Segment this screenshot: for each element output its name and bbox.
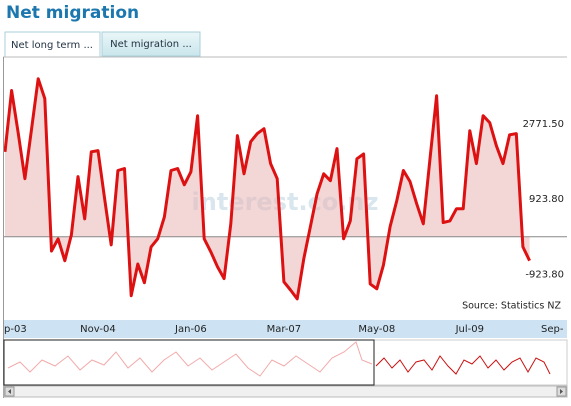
y-tick-label: -923.80 [525, 269, 564, 280]
watermark: interest.co.nz [192, 188, 379, 216]
tab-label[interactable]: Net long term ... [11, 40, 93, 51]
scrollbar-track[interactable] [3, 385, 568, 398]
x-tick-label: Jul-09 [455, 324, 484, 335]
x-axis-band [4, 320, 567, 338]
x-tick-label: p-03 [4, 324, 27, 335]
tab-label[interactable]: Net migration ... [110, 39, 192, 50]
x-tick-label: Jan-06 [174, 324, 207, 335]
x-tick-label: Nov-04 [80, 324, 116, 335]
page-title: Net migration [6, 3, 139, 23]
navigator-history-line [7, 341, 373, 377]
x-tick-label: May-08 [358, 324, 395, 335]
series-line [4, 77, 531, 301]
x-tick-label: Sep- [541, 324, 564, 335]
navigator-range-line [375, 355, 551, 375]
area [5, 78, 530, 299]
x-tick-label: Mar-07 [267, 324, 302, 335]
y-tick-label: 2771.50 [523, 119, 564, 130]
tab-active[interactable] [4, 31, 101, 58]
navigator-history [3, 339, 375, 386]
tab[interactable] [101, 31, 201, 57]
y-tick-label: 923.80 [529, 194, 564, 205]
source-note: Source: Statistics NZ [462, 301, 561, 312]
